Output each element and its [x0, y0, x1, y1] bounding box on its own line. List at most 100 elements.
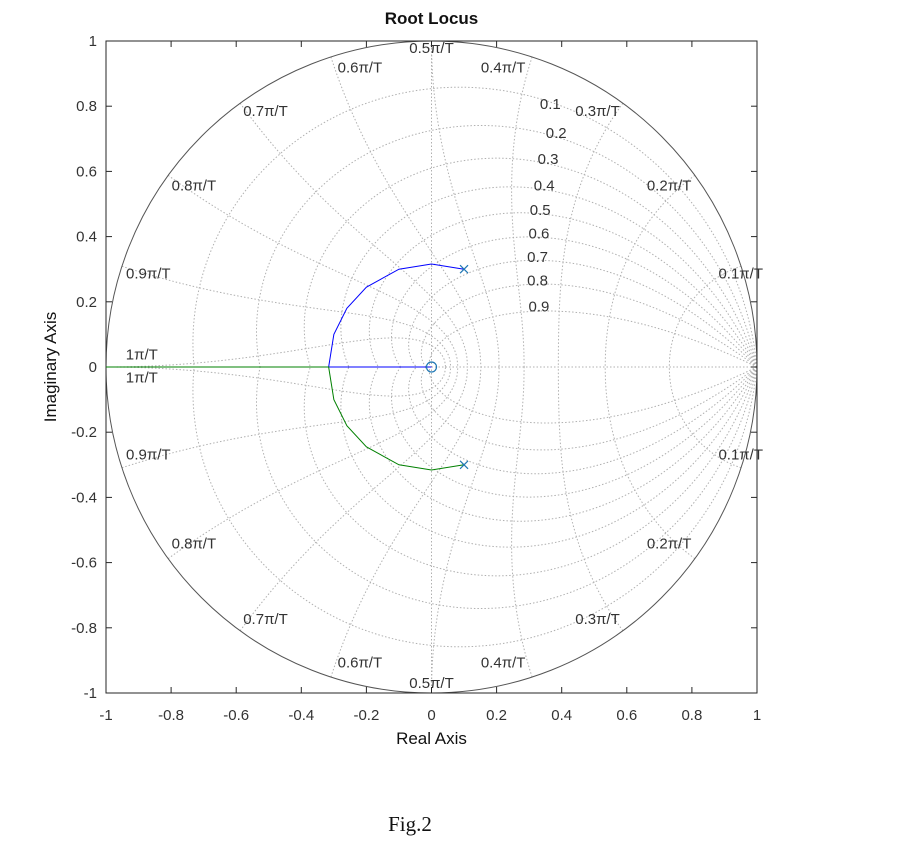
- zeta-line-upper: [303, 157, 758, 368]
- wn-curve-lower: [121, 366, 452, 469]
- locus-branch: [106, 366, 465, 471]
- wn-curve-upper: [668, 265, 742, 368]
- wn-label-upper: 0.3π/T: [575, 103, 620, 120]
- zeta-line-lower: [420, 366, 758, 451]
- y-axis-label: Imaginary Axis: [41, 312, 60, 423]
- y-tick-label: 0.2: [76, 294, 97, 311]
- wn-curve-lower: [604, 366, 696, 560]
- wn-curve-lower: [668, 366, 742, 469]
- zeta-line-upper: [255, 124, 758, 368]
- wn-curve-lower: [105, 366, 447, 397]
- wn-label-lower: 0.8π/T: [172, 535, 217, 552]
- wn-label-upper: 0.7π/T: [243, 103, 288, 120]
- wn-label-upper: 1π/T: [126, 347, 158, 364]
- wn-label-upper: 0.9π/T: [126, 265, 171, 282]
- y-tick-label: 0.8: [76, 98, 97, 115]
- x-tick-label: 0.4: [551, 707, 572, 724]
- wn-label-upper: 0.5π/T: [409, 40, 454, 57]
- x-tick-label: 1: [753, 707, 761, 724]
- x-tick-label: -0.2: [353, 707, 379, 724]
- y-tick-label: 0: [89, 359, 97, 376]
- wn-label-upper: 0.2π/T: [647, 177, 692, 194]
- x-axis-label: Real Axis: [396, 729, 467, 748]
- zeta-label: 0.6: [528, 226, 549, 243]
- y-tick-label: 0.4: [76, 229, 97, 246]
- wn-curve-upper: [121, 265, 452, 368]
- zeta-label: 0.1: [540, 96, 561, 113]
- zero-marker: [425, 361, 438, 373]
- x-tick-label: 0.6: [616, 707, 637, 724]
- x-tick-label: -0.6: [223, 707, 249, 724]
- chart-title: Root Locus: [385, 9, 479, 28]
- zeta-label: 0.4: [534, 177, 555, 194]
- wn-label-upper: 0.4π/T: [481, 60, 526, 77]
- wn-label-upper: 0.8π/T: [172, 177, 217, 194]
- zeta-line-lower: [391, 366, 758, 498]
- y-tick-label: -0.4: [71, 489, 97, 506]
- zeta-line-lower: [303, 366, 758, 577]
- wn-label-upper: 0.1π/T: [718, 265, 763, 282]
- y-tick-label: 0.6: [76, 163, 97, 180]
- zeta-label: 0.7: [527, 249, 548, 266]
- x-tick-label: 0.2: [486, 707, 507, 724]
- zeta-line-upper: [408, 259, 758, 368]
- x-tick-label: -0.4: [288, 707, 314, 724]
- y-tick-label: 1: [89, 33, 97, 50]
- zeta-line-lower: [340, 366, 758, 548]
- y-tick-label: -0.2: [71, 424, 97, 441]
- root-locus-chart: -1 -0.8 -0.6 -0.4 -0.2 0 0.2 0.4 0.6 0.8 1 1 0.8 0.6 0…: [41, 9, 763, 748]
- wn-curve-lower: [167, 366, 459, 560]
- wn-curve-upper: [431, 40, 500, 368]
- zeta-label: 0.5: [530, 202, 551, 219]
- grid-labels: 0.1 0.2 0.3 0.4 0.5 0.6 0.7 0.8 0.9 0.1π/T 0.1π/T 0…: [126, 40, 763, 692]
- wn-curve-lower: [330, 366, 482, 678]
- wn-label-upper: 0.6π/T: [338, 60, 383, 77]
- locus-branch: [328, 263, 465, 368]
- zeta-line-lower: [368, 366, 758, 522]
- locus-branches: [106, 263, 469, 471]
- zeta-line-upper: [428, 310, 758, 368]
- wn-curve-upper: [167, 174, 459, 368]
- x-tick-label: -1: [99, 707, 112, 724]
- zeta-line-lower: [255, 366, 758, 610]
- wn-curve-lower: [239, 366, 469, 632]
- wn-curve-lower: [511, 366, 533, 678]
- zeta-label: 0.9: [528, 299, 549, 316]
- wn-curve-upper: [511, 56, 533, 368]
- pole-marker: [459, 460, 469, 470]
- zeta-line-lower: [428, 366, 758, 424]
- y-tick-label: -1: [84, 685, 97, 702]
- wn-curve-upper: [604, 174, 696, 368]
- wn-label-lower: 0.6π/T: [338, 655, 383, 672]
- wn-curve-upper: [557, 102, 624, 368]
- zeta-line-upper: [192, 86, 758, 368]
- pole-marker: [459, 264, 469, 274]
- zeta-line-upper: [368, 212, 758, 368]
- wn-label-lower: 0.9π/T: [126, 446, 171, 463]
- wn-label-lower: 0.5π/T: [409, 675, 454, 692]
- zeta-line-upper: [420, 283, 758, 368]
- damping-grid: [105, 40, 758, 694]
- wn-label-lower: 1π/T: [126, 370, 158, 387]
- y-tick-label: -0.8: [71, 620, 97, 637]
- axes: -1 -0.8 -0.6 -0.4 -0.2 0 0.2 0.4 0.6 0.8 1 1 0.8 0.6 0…: [71, 33, 761, 724]
- wn-label-lower: 0.2π/T: [647, 535, 692, 552]
- wn-label-lower: 0.4π/T: [481, 655, 526, 672]
- x-tick-label: 0.8: [681, 707, 702, 724]
- y-tick-label: -0.6: [71, 555, 97, 572]
- x-tick-label: 0: [427, 707, 435, 724]
- wn-curve-upper: [330, 56, 482, 368]
- wn-curve-lower: [431, 366, 500, 694]
- wn-label-lower: 0.3π/T: [575, 611, 620, 628]
- zeta-line-lower: [408, 366, 758, 475]
- zeta-label: 0.3: [538, 151, 559, 168]
- x-tick-label: -0.8: [158, 707, 184, 724]
- zeta-label: 0.8: [527, 273, 548, 290]
- wn-curve-upper: [239, 102, 469, 368]
- wn-curve-lower: [557, 366, 624, 632]
- zeta-line-lower: [192, 366, 758, 648]
- figure-caption: Fig.2: [388, 812, 432, 836]
- wn-label-lower: 0.7π/T: [243, 611, 288, 628]
- zeta-label: 0.2: [546, 125, 567, 142]
- wn-curve-upper: [105, 337, 447, 368]
